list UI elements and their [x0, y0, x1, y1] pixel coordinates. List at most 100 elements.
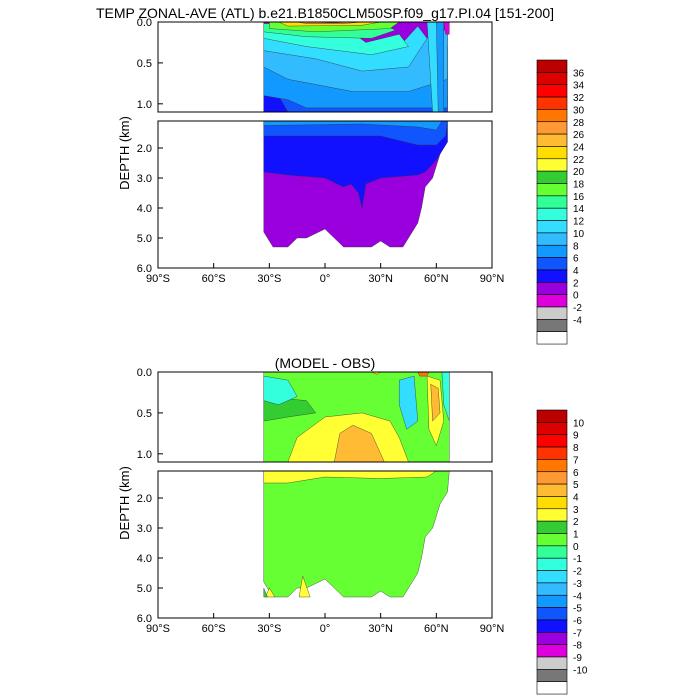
contour-region-upper-4: [263, 375, 298, 405]
colorbar-box: [536, 319, 568, 333]
colorbar-label: 9: [573, 431, 579, 442]
colorbar-box: [536, 409, 568, 423]
colorbar-box: [536, 244, 568, 258]
contour-region-lower-2: [263, 121, 448, 146]
colorbar-box: [536, 232, 568, 246]
contour-region-lower-4: [263, 587, 268, 598]
colorbar-label: -7: [573, 628, 582, 639]
colorbar-box: [536, 257, 568, 271]
colorbar-box: [536, 109, 568, 123]
colorbar-box: [536, 570, 568, 584]
colorbar-box: [536, 195, 568, 209]
chart-title: (MODEL - OBS): [275, 355, 376, 371]
colorbar-box: [536, 607, 568, 621]
colorbar-box: [536, 183, 568, 197]
x-tick-label: 30°S: [257, 623, 281, 635]
y-tick-label: 5.0: [137, 583, 152, 595]
y-axis-label: DEPTH (km): [117, 466, 132, 540]
colorbar-box: [536, 220, 568, 234]
x-tick-label: 90°S: [146, 623, 170, 635]
y-tick-label: 2.0: [137, 493, 152, 505]
upper-section-contours: [263, 372, 450, 462]
colorbar-label: 12: [573, 217, 585, 228]
contour-region-lower-3: [265, 587, 276, 598]
colorbar-label: 6: [573, 468, 579, 479]
contour-region-upper-13: [436, 22, 444, 112]
colorbar-box: [536, 508, 568, 522]
colorbar-label: -8: [573, 641, 582, 652]
colorbar-label: -4: [573, 591, 582, 602]
colorbar-label: 22: [573, 155, 585, 166]
lower-section-contours: [263, 121, 448, 248]
colorbar-label: -3: [573, 579, 582, 590]
colorbar-box: [536, 631, 568, 645]
colorbar-box: [536, 681, 568, 695]
colorbar-box: [536, 306, 568, 320]
colorbar-box: [536, 121, 568, 135]
y-tick-label: 4.0: [137, 553, 152, 565]
colorbar-label: 5: [573, 480, 579, 491]
colorbar-label: 28: [573, 118, 585, 129]
x-tick-label: 30°N: [368, 623, 393, 635]
contour-region-lower-0: [263, 471, 450, 598]
chart-panel-1: TEMP ZONAL-AVE (ATL) b.e21.B1850CLM50SP.…: [96, 5, 585, 345]
colorbar-box: [536, 656, 568, 670]
contour-region-upper-10: [371, 372, 382, 375]
contour-region-lower-2: [298, 575, 311, 598]
colorbar-label: 6: [573, 254, 579, 265]
x-tick-label: 90°N: [480, 623, 505, 635]
colorbar-box: [536, 496, 568, 510]
colorbar-box: [536, 59, 568, 73]
upper-section-contours: [263, 22, 450, 112]
colorbar-box: [536, 331, 568, 345]
colorbar-label: -2: [573, 303, 582, 314]
colorbar-box: [536, 422, 568, 436]
contour-region-upper-8: [441, 372, 450, 422]
colorbar-box: [536, 446, 568, 460]
colorbar-label: -4: [573, 315, 582, 326]
x-tick-label: 60°N: [424, 623, 449, 635]
colorbar-box: [536, 594, 568, 608]
y-tick-label: 1.0: [137, 99, 152, 111]
colorbar-box: [536, 294, 568, 308]
y-tick-label: 0.5: [137, 408, 152, 420]
colorbar-box: [536, 619, 568, 633]
x-tick-label: 30°S: [257, 273, 281, 285]
colorbar-label: 32: [573, 93, 585, 104]
y-tick-label: 1.0: [137, 449, 152, 461]
colorbar-box: [536, 146, 568, 160]
x-tick-label: 30°N: [368, 273, 393, 285]
colorbar-box: [536, 471, 568, 485]
upper-plot-frame: [157, 371, 493, 463]
y-tick-label: 0.5: [137, 58, 152, 70]
y-tick-label: 6.0: [137, 263, 152, 275]
x-tick-label: 60°N: [424, 273, 449, 285]
colorbar-label: 4: [573, 492, 579, 503]
colorbar-box: [536, 459, 568, 473]
x-tick-label: 60°S: [202, 273, 226, 285]
x-tick-label: 60°S: [202, 623, 226, 635]
colorbar-box: [536, 669, 568, 682]
colorbar-label: -5: [573, 604, 582, 615]
contour-region-lower-1: [263, 121, 448, 209]
colorbar-label: 0: [573, 542, 579, 553]
contour-region-lower-3: [263, 121, 443, 131]
colorbar-label: 18: [573, 180, 585, 191]
contour-region-lower-1: [263, 471, 437, 484]
colorbar-label: 2: [573, 278, 579, 289]
contour-region-upper-5: [399, 375, 418, 430]
colorbar-box: [536, 557, 568, 571]
colorbar-label: -2: [573, 567, 582, 578]
colorbar-box: [536, 545, 568, 559]
y-tick-label: 5.0: [137, 233, 152, 245]
colorbar-box: [536, 170, 568, 184]
y-tick-label: 2.0: [137, 143, 152, 155]
colorbar-label: 14: [573, 204, 585, 215]
colorbar-label: -6: [573, 616, 582, 627]
chart-panel-2: (MODEL - OBS)0.00.51.02.03.04.05.06.090°…: [117, 355, 588, 695]
lower-section-contours: [263, 471, 450, 598]
colorbar-label: 30: [573, 105, 585, 116]
colorbar-label: 36: [573, 68, 585, 79]
